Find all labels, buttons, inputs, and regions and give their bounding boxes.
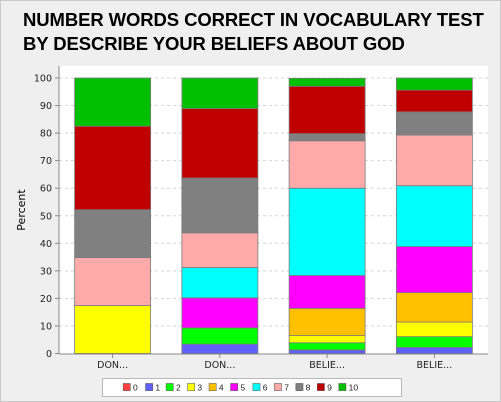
legend-item: 2 — [165, 383, 181, 393]
bar-segment — [288, 85, 366, 135]
chart-legend: 0 1 2 3 4 5 6 7 8 9 10 — [102, 378, 402, 397]
y-tick-label: 0 — [46, 349, 52, 360]
legend-label: 1 — [155, 383, 160, 393]
bar-segment — [74, 209, 152, 259]
legend-item: 7 — [274, 383, 289, 393]
y-tick-label: 100 — [34, 74, 52, 85]
bar-segment — [395, 134, 473, 187]
x-tick-label: BELIE... — [417, 360, 453, 371]
legend-item: 6 — [252, 383, 268, 393]
y-tick-label: 70 — [40, 156, 52, 167]
bar-segment — [395, 77, 473, 91]
legend-item: 8 — [295, 383, 311, 393]
bar-segment — [181, 177, 259, 234]
legend-swatch — [187, 383, 196, 391]
bar-segment — [74, 305, 152, 354]
bar-segment — [74, 77, 152, 127]
bar-segment — [288, 140, 366, 189]
legend-item: 3 — [187, 383, 202, 393]
bar-segment — [288, 275, 366, 309]
chart-title-line-1: NUMBER WORDS CORRECT IN VOCABULARY TEST — [23, 9, 484, 30]
legend-swatch — [122, 383, 131, 391]
bar-segment — [395, 111, 473, 136]
bar-segment — [181, 297, 259, 329]
bar-segment — [395, 336, 473, 348]
legend-item: 4 — [208, 383, 224, 393]
bar-segment — [181, 267, 259, 299]
y-tick-label: 30 — [40, 266, 52, 277]
legend-swatch — [274, 383, 282, 391]
legend-label: 0 — [133, 383, 138, 393]
legend-swatch — [338, 383, 347, 391]
legend-label: 3 — [197, 383, 202, 393]
legend-item: 9 — [317, 383, 332, 393]
legend-label: 8 — [306, 383, 311, 393]
legend-label: 5 — [240, 383, 245, 393]
legend-label: 10 — [349, 383, 359, 393]
bar-segment — [288, 133, 366, 142]
x-tick-label: DON... — [97, 360, 128, 371]
y-axis-label: Percent — [15, 189, 28, 231]
bar-segment — [74, 125, 152, 211]
bar-segment — [288, 307, 366, 336]
bar-segment — [395, 321, 473, 338]
legend-swatch — [317, 383, 325, 391]
bar-segment — [181, 108, 259, 179]
y-tick-label: 20 — [40, 294, 52, 305]
bar-segment — [288, 77, 366, 87]
bar-segment — [288, 335, 366, 344]
x-tick-label: DON... — [204, 360, 235, 371]
bar-segment — [395, 292, 473, 323]
bar-segment — [395, 246, 473, 294]
legend-swatch — [252, 383, 261, 391]
bar-segment — [395, 89, 473, 113]
bar-segment — [181, 343, 259, 354]
legend-item: 10 — [338, 383, 359, 393]
bar-segment — [288, 187, 366, 276]
legend-label: 7 — [284, 383, 289, 393]
bar-segment — [288, 342, 366, 351]
bar-segment — [74, 257, 152, 306]
bar-segment — [288, 349, 366, 354]
legend-swatch — [230, 383, 238, 391]
legend-label: 6 — [263, 383, 268, 393]
legend-swatch — [208, 383, 217, 391]
legend-label: 2 — [176, 383, 181, 393]
x-tick-label: BELIE... — [309, 360, 345, 371]
legend-swatch — [295, 383, 304, 391]
legend-item: 0 — [122, 383, 138, 393]
bar-segment — [395, 347, 473, 354]
legend-label: 9 — [327, 383, 332, 393]
y-tick-label: 50 — [40, 211, 52, 222]
legend-swatch — [165, 383, 174, 391]
legend-item: 1 — [145, 383, 160, 393]
legend-label: 4 — [219, 383, 224, 393]
bar-segment — [181, 77, 259, 109]
y-tick-label: 40 — [40, 239, 52, 250]
chart-title-line-2: BY DESCRIBE YOUR BELIEFS ABOUT GOD — [23, 33, 405, 54]
legend-swatch — [145, 383, 153, 391]
legend-item: 5 — [230, 383, 245, 393]
y-tick-label: 80 — [40, 129, 52, 140]
bar-segment — [181, 232, 259, 268]
bar-segment — [395, 185, 473, 248]
y-tick-label: 60 — [40, 184, 52, 195]
bar-segment — [181, 327, 259, 345]
y-tick-label: 90 — [40, 101, 52, 112]
y-tick-label: 10 — [40, 321, 52, 332]
